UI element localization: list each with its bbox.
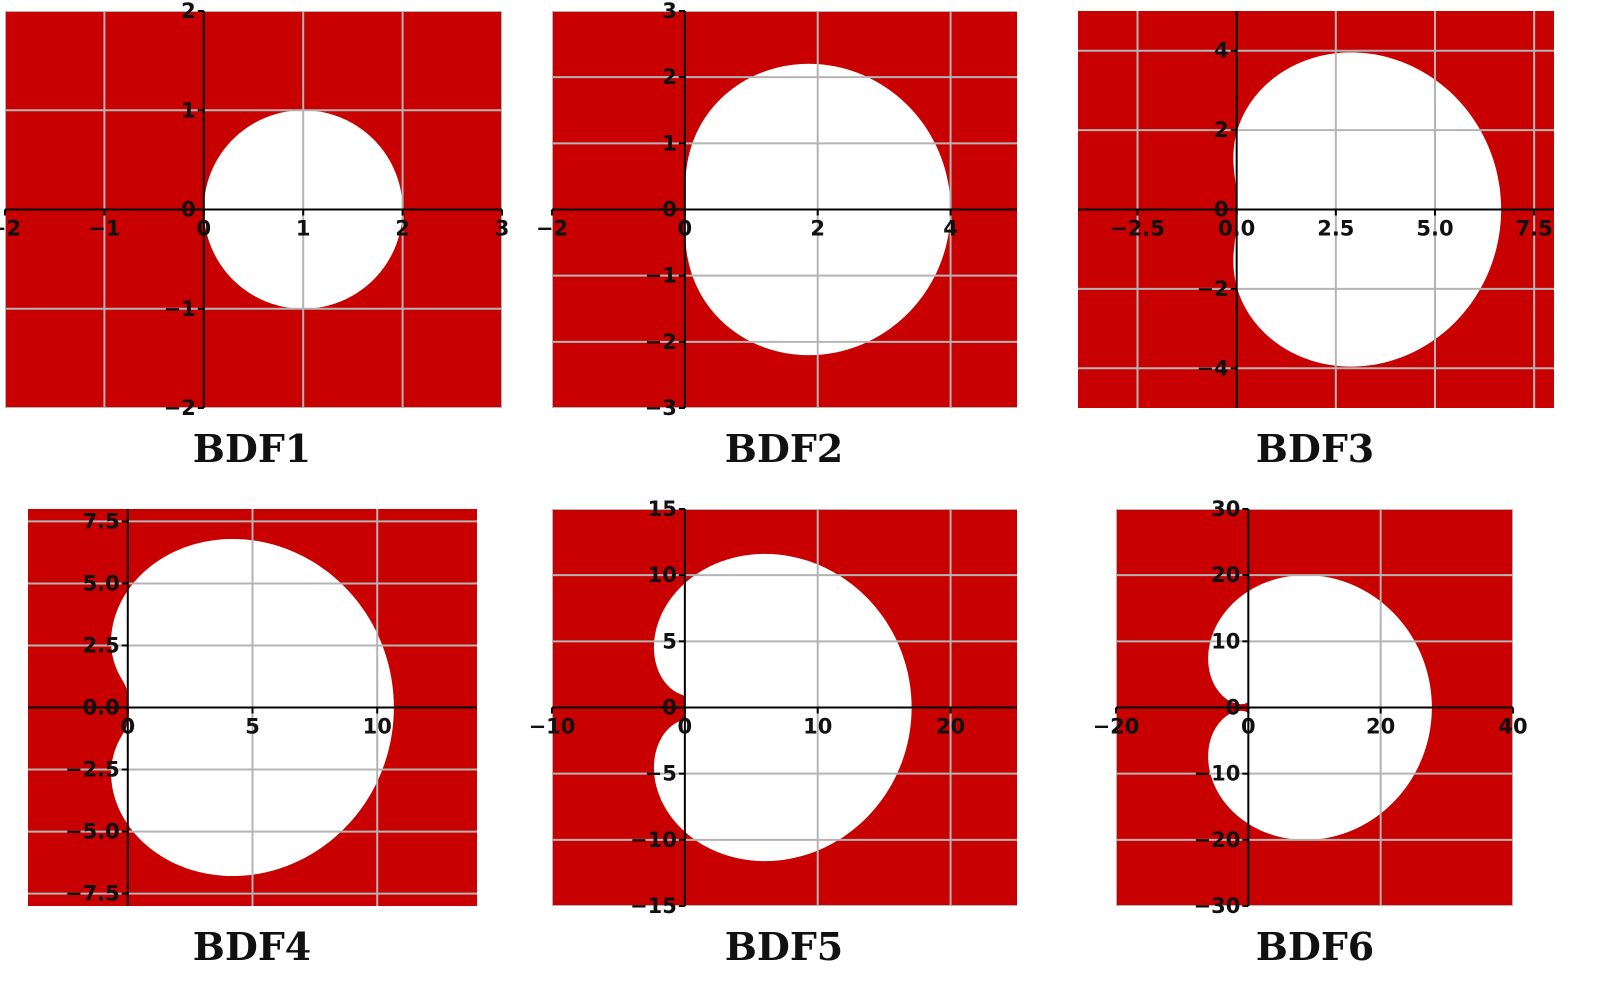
panel-title: BDF5	[725, 924, 844, 969]
y-tick-label: 0	[181, 198, 196, 222]
y-tick-label: 15	[648, 497, 677, 521]
x-tick-label: −10	[529, 715, 576, 739]
x-tick-label: 1	[296, 217, 311, 241]
y-tick-label: −2	[164, 396, 196, 420]
y-tick-label: 10	[648, 563, 677, 587]
x-tick-label: 0	[120, 715, 135, 739]
y-tick-label: −15	[630, 894, 677, 918]
x-tick-label: 5.0	[1416, 217, 1453, 241]
x-tick-label: 2.5	[1317, 217, 1354, 241]
x-tick-label: −2	[0, 217, 21, 241]
y-tick-label: −10	[630, 828, 677, 852]
chart-panel-bdf1: −2 −1 0 1 2 3 −2 −1 0 1 2 BDF1	[0, 0, 509, 471]
x-tick-label: 0.0	[1218, 217, 1255, 241]
y-tick-label: 1	[181, 98, 196, 122]
y-tick-label: 2	[1214, 118, 1229, 142]
y-tick-label: 10	[1211, 629, 1240, 653]
grid	[552, 509, 1017, 906]
panel-title: BDF6	[1256, 924, 1375, 969]
y-tick-label: 0	[1214, 198, 1229, 222]
x-tick-label: 2	[395, 217, 410, 241]
x-tick-label: 4	[943, 217, 958, 241]
y-tick-label: −5	[645, 762, 677, 786]
y-tick-label: 7.5	[83, 509, 120, 533]
x-tick-label: 20	[1366, 715, 1395, 739]
panel-title: BDF4	[193, 924, 312, 969]
x-tick-label: 10	[363, 715, 392, 739]
y-tick-label: −2.5	[65, 758, 120, 782]
panel-title: BDF2	[725, 426, 844, 471]
x-tick-label: 5	[245, 715, 260, 739]
x-tick-label: 20	[936, 715, 965, 739]
x-tick-label: −20	[1093, 715, 1140, 739]
x-tick-label: 40	[1498, 715, 1527, 739]
y-tick-label: 30	[1211, 497, 1240, 521]
chart-panel-bdf4: 0 5 10 −7.5 −5.0 −2.5 0.0 2.5 5.0 7.5 BDF4	[28, 509, 477, 969]
x-tick-label: −2.5	[1110, 217, 1165, 241]
y-tick-label: −7.5	[65, 882, 120, 906]
y-tick-label: 2.5	[83, 633, 120, 657]
y-tick-label: −2	[1196, 277, 1228, 301]
x-tick-label: 0	[196, 217, 211, 241]
y-tick-label: −2	[645, 330, 677, 354]
grid	[1116, 509, 1513, 906]
chart-panel-bdf3: −2.5 0.0 2.5 5.0 7.5 −4 −2 0 2 4 BDF3	[1078, 11, 1554, 471]
y-tick-label: 20	[1211, 563, 1240, 587]
panel-title: BDF3	[1256, 426, 1375, 471]
y-tick-label: −1	[645, 264, 677, 288]
y-tick-label: −4	[1196, 356, 1228, 380]
y-tick-label: −5.0	[65, 820, 120, 844]
x-tick-label: −2	[536, 217, 568, 241]
y-tick-label: 5.0	[83, 571, 120, 595]
x-tick-label: 0	[1241, 715, 1256, 739]
x-tick-label: 3	[495, 217, 510, 241]
y-tick-label: −1	[164, 297, 196, 321]
x-tick-label: −1	[88, 217, 120, 241]
panel-title: BDF1	[193, 426, 312, 471]
x-tick-label: 0	[678, 715, 693, 739]
y-tick-label: 0	[662, 198, 677, 222]
x-tick-label: 2	[810, 217, 825, 241]
x-tick-label: 7.5	[1516, 217, 1553, 241]
y-tick-label: −10	[1194, 762, 1241, 786]
y-tick-label: 0	[662, 696, 677, 720]
y-tick-label: −3	[645, 396, 677, 420]
y-tick-label: 0.0	[83, 696, 120, 720]
x-tick-label: 10	[803, 715, 832, 739]
y-tick-label: 3	[662, 0, 677, 23]
y-tick-label: −20	[1194, 828, 1241, 852]
y-tick-label: 1	[662, 131, 677, 155]
y-tick-label: 0	[1226, 696, 1241, 720]
x-tick-label: 0	[678, 217, 693, 241]
y-tick-label: 5	[662, 629, 677, 653]
y-tick-label: −30	[1194, 894, 1241, 918]
y-tick-label: 2	[181, 0, 196, 23]
y-tick-label: 2	[662, 65, 677, 89]
y-tick-label: 4	[1214, 39, 1229, 63]
